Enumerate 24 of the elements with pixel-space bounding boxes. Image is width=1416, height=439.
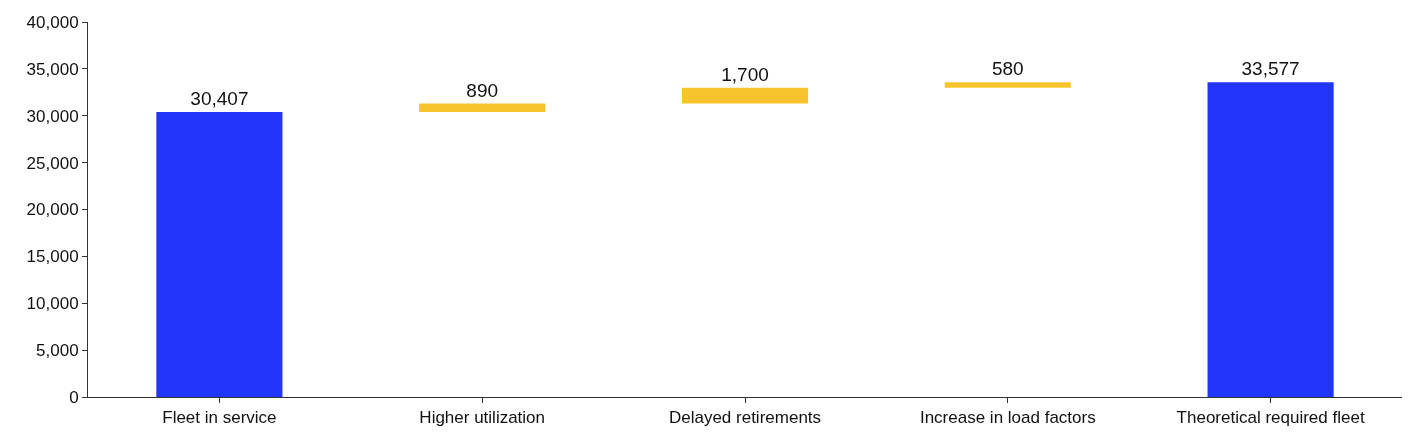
- x-tick-label: Higher utilization: [419, 408, 546, 428]
- x-tick-label: Theoretical required fleet: [1176, 408, 1365, 428]
- bar: [681, 87, 809, 104]
- x-tick-label: Increase in load factors: [919, 408, 1096, 428]
- data-label: 30,407: [190, 87, 249, 109]
- y-tick-label: 10,000: [26, 294, 79, 314]
- data-label: 1,700: [721, 63, 769, 85]
- bar: [419, 103, 546, 112]
- data-label: 580: [991, 58, 1024, 80]
- bar: [1207, 82, 1334, 397]
- y-tick-label: 35,000: [26, 59, 79, 79]
- x-tick-label: Fleet in service: [162, 408, 277, 428]
- y-tick-label: 5,000: [36, 341, 79, 361]
- data-label: 890: [466, 79, 499, 101]
- data-label: 33,577: [1241, 58, 1300, 80]
- y-tick-label: 30,000: [26, 106, 79, 126]
- y-tick-label: 0: [69, 387, 79, 407]
- y-tick-label: 25,000: [26, 153, 79, 173]
- bar: [156, 111, 283, 397]
- bar: [944, 82, 1071, 88]
- y-tick-label: 15,000: [26, 247, 79, 267]
- y-tick-label: 20,000: [26, 200, 79, 220]
- y-tick-label: 40,000: [26, 12, 79, 32]
- x-tick-label: Delayed retirements: [668, 408, 822, 428]
